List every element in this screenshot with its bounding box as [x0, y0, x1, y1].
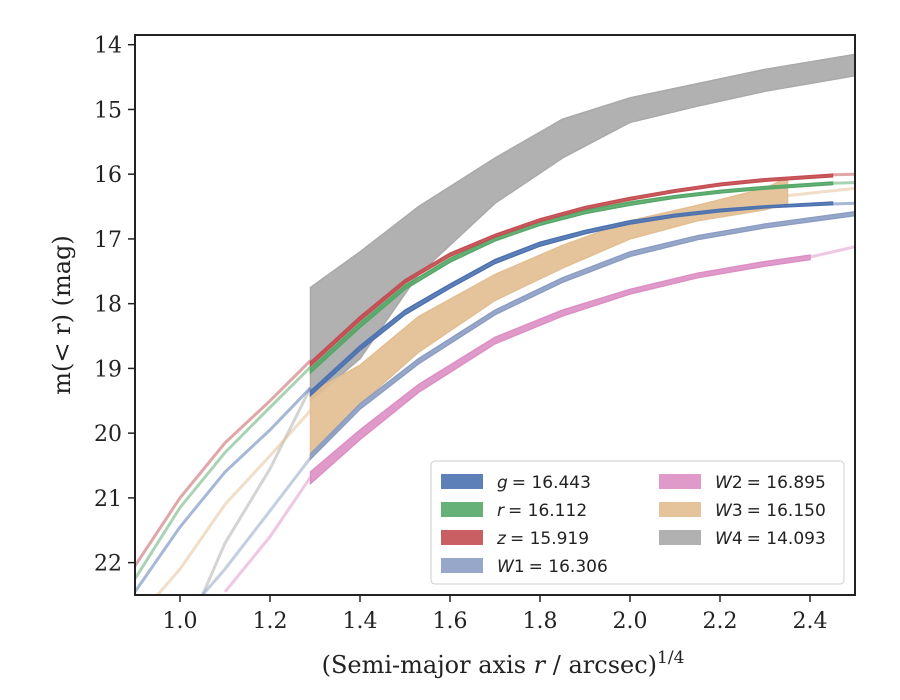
axes-frame	[134, 34, 856, 596]
legend-box	[430, 460, 845, 585]
series-band	[309, 201, 834, 398]
y-tick-label: 22	[94, 552, 122, 577]
y-tick-label: 17	[94, 228, 122, 253]
x-tick-label: 1.8	[523, 609, 558, 634]
x-tick-label: 1.4	[343, 609, 378, 634]
y-tick-label: 20	[94, 422, 122, 447]
series-tail-line	[832, 172, 855, 177]
legend-label: W1 = 16.306	[497, 557, 608, 577]
legend-item: W1 = 16.306	[441, 557, 608, 577]
series-inner-line	[201, 456, 312, 595]
legend-swatch	[441, 502, 483, 517]
series-tail-line	[832, 181, 855, 185]
series-g	[135, 201, 855, 593]
legend: g = 16.443 r = 16.112 z = 15.919 W1 = 16.306 W2 =…	[430, 460, 845, 585]
legend-label: r = 16.112	[497, 501, 587, 521]
legend-item: W4 = 14.093	[659, 529, 826, 549]
axes: 1.0 1.2 1.4 1.6 1.8 2.0 2.2 2.4 14 15 16 17 18 19 20 21…	[48, 34, 856, 679]
legend-swatch	[659, 474, 701, 489]
legend-label: g = 16.443	[497, 473, 591, 493]
legend-item: r = 16.112	[441, 501, 587, 521]
x-tick-label: 1.6	[433, 609, 468, 634]
legend-swatch	[441, 474, 483, 489]
series-inner-line	[223, 476, 312, 593]
series-tail-line	[832, 201, 855, 206]
x-tick-label: 2.2	[703, 609, 738, 634]
legend-item: W3 = 16.150	[659, 501, 826, 521]
series-inner-line	[135, 359, 312, 567]
y-tick-label: 19	[94, 357, 122, 382]
y-tick-label: 15	[94, 98, 122, 123]
x-tick-label: 2.0	[613, 609, 648, 634]
series-band	[309, 210, 855, 461]
y-tick-label: 14	[94, 34, 122, 59]
series-inner-line	[156, 409, 312, 595]
plot-area	[135, 53, 855, 595]
x-tick-label: 1.0	[163, 609, 198, 634]
legend-label: W3 = 16.150	[715, 501, 826, 521]
x-tick-label: 2.4	[793, 609, 828, 634]
series-band	[309, 254, 811, 486]
series-tail-line	[809, 245, 855, 259]
series-inner-line	[135, 386, 312, 593]
legend-item: W2 = 16.895	[659, 473, 826, 493]
legend-swatch	[441, 558, 483, 573]
y-tick-label: 16	[94, 163, 122, 188]
y-tick-label: 18	[94, 293, 122, 318]
series-band	[309, 176, 789, 461]
x-axis-label: (Semi-major axis r / arcsec)1/4	[322, 648, 685, 679]
series-inner-line	[135, 366, 312, 580]
legend-label: z = 15.919	[496, 529, 589, 549]
x-tick-label: 1.2	[253, 609, 288, 634]
series-z	[135, 172, 855, 567]
y-axis-label: m(< r) (mag)	[48, 235, 76, 394]
series-w1	[201, 210, 855, 595]
series-inner-line	[201, 387, 312, 595]
legend-label: W4 = 14.093	[715, 529, 826, 549]
series-band	[309, 173, 834, 368]
legend-swatch	[659, 530, 701, 545]
legend-item: z = 15.919	[441, 529, 589, 549]
legend-label: W2 = 16.895	[715, 473, 826, 493]
legend-swatch	[659, 502, 701, 517]
series-w2	[223, 245, 855, 593]
series-w3	[156, 176, 855, 595]
legend-swatch	[441, 530, 483, 545]
legend-item: g = 16.443	[441, 473, 591, 493]
series-tail-line	[787, 186, 855, 198]
y-tick-label: 21	[94, 487, 122, 512]
